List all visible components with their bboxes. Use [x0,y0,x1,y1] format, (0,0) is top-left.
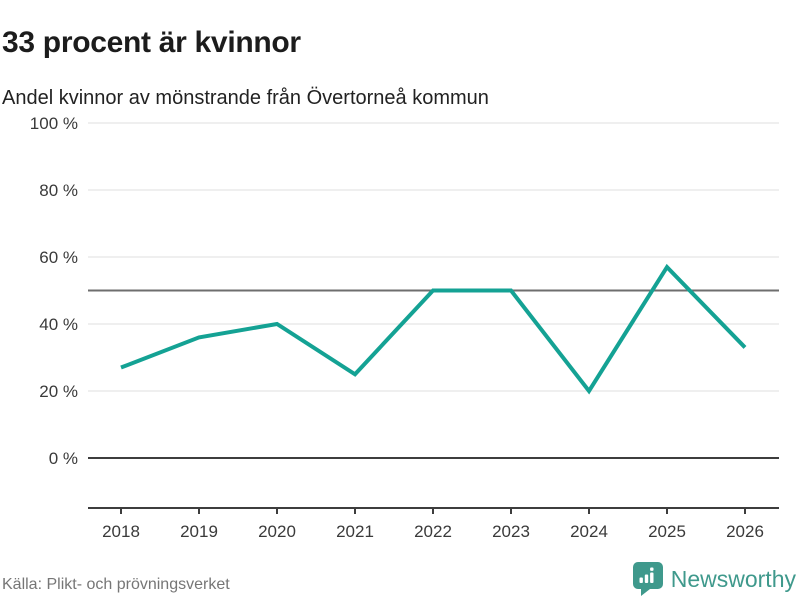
gridlines [88,122,779,459]
svg-text:2024: 2024 [570,522,608,541]
svg-text:80 %: 80 % [39,181,78,200]
chart-title: 33 procent är kvinnor [2,26,301,60]
chart-subtitle: Andel kvinnor av mönstrande från Övertor… [2,86,489,109]
svg-text:40 %: 40 % [39,315,78,334]
svg-text:2020: 2020 [258,522,296,541]
x-axis-labels: 2018 2019 2020 2021 2022 2023 2024 2025 2026 [102,522,764,541]
svg-text:2026: 2026 [726,522,764,541]
svg-text:2022: 2022 [414,522,452,541]
svg-text:100 %: 100 % [30,114,78,133]
svg-text:60 %: 60 % [39,248,78,267]
bar-chart-speech-bubble-icon [632,562,663,596]
data-line [120,263,747,395]
svg-text:0 %: 0 % [49,449,78,468]
brand-logo: Newsworthy [632,562,796,596]
source-note: Källa: Plikt- och prövningsverket [2,576,230,593]
svg-text:2019: 2019 [180,522,218,541]
svg-text:2021: 2021 [336,522,374,541]
y-axis-labels: 0 % 20 % 40 % 60 % 80 % 100 % [30,114,78,468]
svg-text:20 %: 20 % [39,382,78,401]
brand-name: Newsworthy [670,565,796,592]
svg-text:2023: 2023 [492,522,530,541]
x-axis [88,507,779,514]
svg-text:2025: 2025 [648,522,686,541]
svg-text:2018: 2018 [102,522,140,541]
